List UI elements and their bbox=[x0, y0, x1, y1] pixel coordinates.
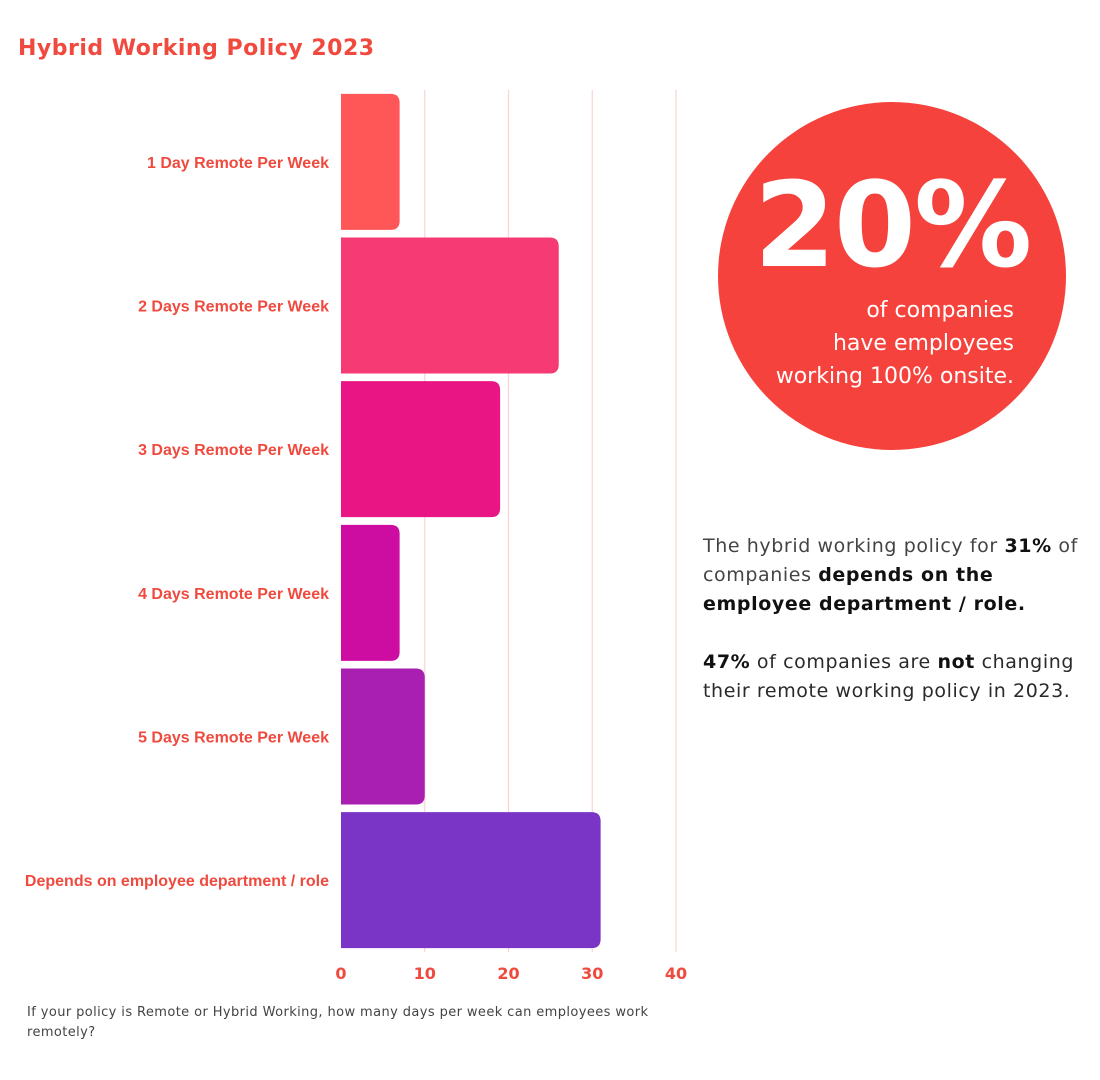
note-2-text-a: of companies are bbox=[750, 651, 938, 673]
x-tick-label: 0 bbox=[335, 964, 346, 983]
note-not-changing: 47% of companies are not changing their … bbox=[703, 648, 1093, 706]
bar-4 bbox=[341, 524, 400, 661]
category-label: 5 Days Remote Per Week bbox=[138, 730, 329, 747]
x-tick-label: 40 bbox=[665, 964, 687, 983]
summary-notes: The hybrid working policy for 31% of com… bbox=[703, 532, 1093, 735]
stat-line-1: of companies bbox=[866, 298, 1014, 323]
x-tick-label: 10 bbox=[414, 964, 436, 983]
x-tick-label: 30 bbox=[581, 964, 603, 983]
bars bbox=[341, 93, 601, 949]
bar-6 bbox=[341, 812, 601, 949]
category-label: 2 Days Remote Per Week bbox=[138, 299, 329, 316]
bar-2 bbox=[341, 237, 559, 374]
x-tick-label: 20 bbox=[497, 964, 519, 983]
grid-lines bbox=[424, 90, 677, 952]
category-label: 1 Day Remote Per Week bbox=[147, 155, 329, 172]
bar-5 bbox=[341, 668, 425, 805]
bar-1 bbox=[341, 93, 400, 230]
stat-description: of companies have employees working 100%… bbox=[714, 294, 1014, 393]
bar-3 bbox=[341, 381, 501, 518]
chart-caption: If your policy is Remote or Hybrid Worki… bbox=[27, 1005, 649, 1040]
category-label: 4 Days Remote Per Week bbox=[138, 586, 329, 603]
note-2-percent: 47% bbox=[703, 651, 751, 673]
stat-value: 20% bbox=[753, 156, 1032, 294]
stat-circle: 20% of companies have employees working … bbox=[718, 102, 1066, 450]
category-labels: 1 Day Remote Per Week 2 Days Remote Per W… bbox=[25, 155, 329, 890]
category-label: 3 Days Remote Per Week bbox=[138, 442, 329, 459]
note-department: The hybrid working policy for 31% of com… bbox=[703, 532, 1093, 619]
note-1-emphasis: depends on the employee department / rol… bbox=[703, 564, 1026, 615]
note-1-text-b: of companies bbox=[703, 535, 1078, 586]
x-tick-labels: 0 10 20 30 40 bbox=[335, 964, 687, 983]
note-1-percent: 31% bbox=[1004, 535, 1052, 557]
note-1-text-a: The hybrid working policy for bbox=[703, 535, 1005, 557]
stat-line-3: working 100% onsite. bbox=[775, 364, 1014, 389]
chart-title: Hybrid Working Policy 2023 bbox=[18, 36, 375, 61]
note-2-text-b: changing their remote working policy in … bbox=[703, 651, 1075, 702]
bar-chart: 1 Day Remote Per Week 2 Days Remote Per W… bbox=[25, 90, 687, 983]
category-label: Depends on employee department / role bbox=[25, 873, 329, 890]
stat-line-2: have employees bbox=[832, 331, 1014, 356]
note-2-emphasis: not bbox=[937, 651, 975, 673]
